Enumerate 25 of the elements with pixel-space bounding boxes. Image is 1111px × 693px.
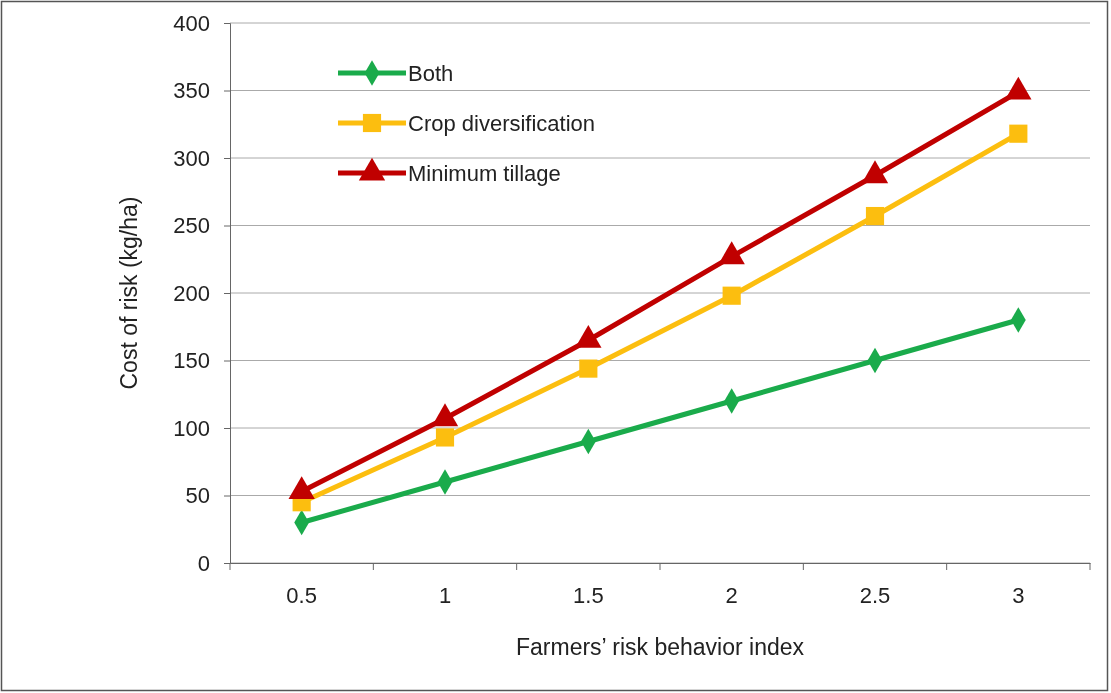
point bbox=[722, 286, 741, 305]
x-axis-title: Farmers’ risk behavior index bbox=[515, 634, 805, 660]
y-tick-label: 100 bbox=[173, 415, 210, 441]
x-tick-label: 3 bbox=[1012, 582, 1025, 608]
point bbox=[1009, 124, 1028, 143]
y-tick-label: 0 bbox=[197, 550, 210, 576]
y-tick-label: 250 bbox=[173, 213, 210, 239]
y-tick-label: 350 bbox=[173, 78, 210, 104]
legend-label: Both bbox=[408, 61, 454, 86]
y-tick-label: 50 bbox=[185, 483, 210, 509]
y-tick-label: 400 bbox=[173, 10, 210, 36]
y-tick-label: 150 bbox=[173, 348, 210, 374]
y-tick-label: 200 bbox=[173, 280, 210, 306]
legend-label: Crop diversification bbox=[408, 111, 596, 136]
x-tick-label: 0.5 bbox=[286, 582, 317, 608]
y-tick-label: 300 bbox=[173, 145, 210, 171]
point bbox=[865, 206, 885, 226]
point bbox=[435, 428, 455, 447]
x-tick-label: 2 bbox=[725, 582, 738, 608]
y-axis-title: Cost of risk (kg/ha) bbox=[116, 196, 142, 390]
point bbox=[579, 359, 598, 378]
legend-label: Minimum tillage bbox=[408, 161, 561, 186]
x-tick-label: 1.5 bbox=[573, 582, 604, 608]
x-tick-label: 1 bbox=[438, 582, 452, 608]
x-tick-label: 2.5 bbox=[859, 582, 891, 608]
